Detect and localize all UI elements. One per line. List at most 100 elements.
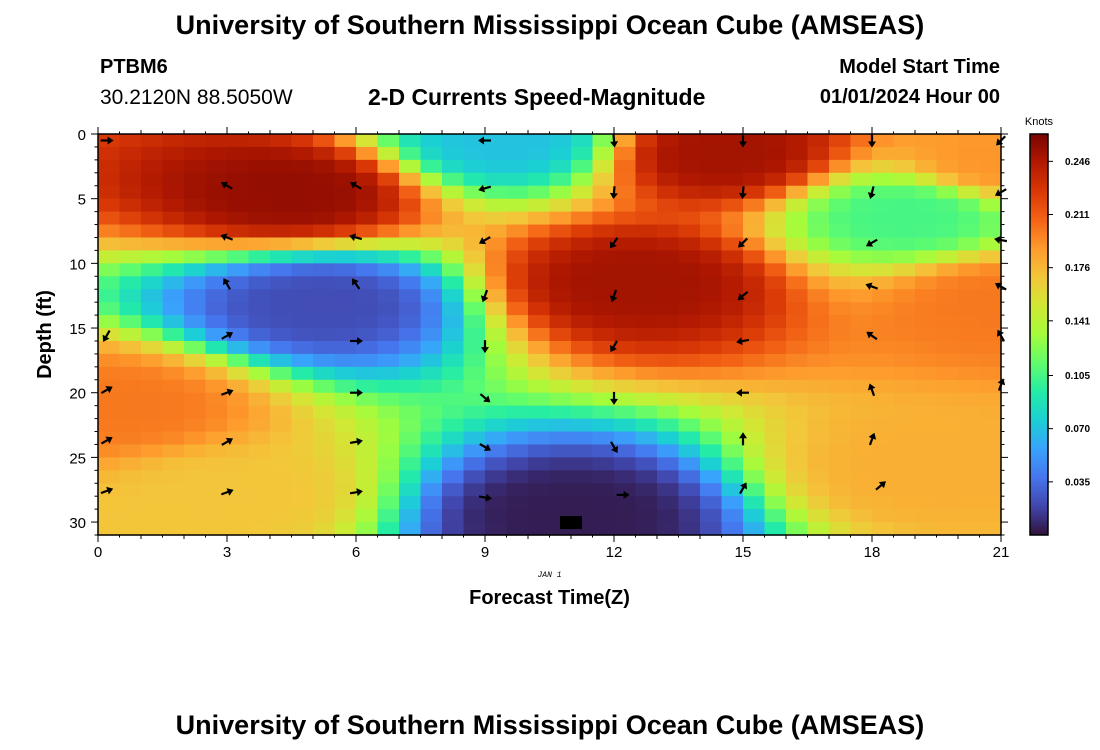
heatmap-cell: [420, 263, 443, 277]
heatmap-cell: [850, 134, 873, 148]
heatmap-cell: [420, 340, 443, 355]
current-vector: [100, 436, 113, 445]
heatmap-cell: [915, 353, 938, 368]
heatmap-cell: [979, 302, 1002, 316]
heatmap-cell: [614, 146, 637, 161]
heatmap-cell: [205, 444, 228, 458]
current-vector: [867, 383, 876, 397]
heatmap-cell: [119, 263, 142, 277]
heatmap-cell: [915, 134, 938, 148]
heatmap-cell: [377, 198, 400, 213]
heatmap-cell: [313, 185, 336, 200]
heatmap-cell: [463, 444, 486, 458]
heatmap-cell: [377, 444, 400, 458]
current-vector: [220, 488, 234, 496]
heatmap-cell: [571, 172, 594, 187]
heatmap-cell: [850, 496, 873, 510]
heatmap-cell: [657, 276, 680, 290]
heatmap-cell: [506, 392, 529, 407]
heatmap-cell: [162, 366, 185, 381]
heatmap-cell: [356, 496, 379, 510]
heatmap-cell: [786, 457, 809, 471]
heatmap-cell: [893, 405, 916, 420]
heatmap-cell: [463, 276, 486, 290]
heatmap-cell: [915, 302, 938, 316]
heatmap-cell: [807, 444, 830, 458]
heatmap-cell: [979, 366, 1002, 381]
heatmap-cell: [700, 263, 723, 277]
heatmap-cell: [420, 185, 443, 200]
heatmap-cell: [141, 522, 164, 536]
heatmap-cell: [764, 134, 787, 148]
heatmap-cell: [893, 185, 916, 200]
heatmap-cell: [549, 431, 572, 446]
heatmap-cell: [786, 509, 809, 523]
heatmap-cell: [291, 263, 314, 277]
heatmap-cell: [141, 315, 164, 329]
heatmap-cell: [592, 328, 615, 342]
heatmap-cell: [850, 470, 873, 484]
heatmap-cell: [743, 224, 766, 239]
heatmap-cell: [420, 172, 443, 187]
heatmap-cell: [334, 509, 357, 523]
heatmap-cell: [872, 366, 895, 381]
heatmap-cell: [549, 172, 572, 187]
heatmap-cell: [506, 353, 529, 368]
heatmap-cell: [571, 185, 594, 200]
heatmap-cell: [420, 289, 443, 303]
heatmap-cell: [614, 353, 637, 368]
heatmap-cell: [334, 405, 357, 420]
heatmap-cell: [958, 392, 981, 407]
heatmap-cell: [119, 185, 142, 200]
heatmap-cell: [248, 353, 271, 368]
heatmap-cell: [807, 315, 830, 329]
heatmap-cell: [958, 172, 981, 187]
heatmap-cell: [936, 315, 959, 329]
heatmap-cell: [184, 470, 207, 484]
heatmap-cell: [979, 289, 1002, 303]
heatmap-cell: [162, 340, 185, 355]
heatmap-cell: [334, 134, 357, 148]
heatmap-cell: [549, 444, 572, 458]
heatmap-cell: [313, 496, 336, 510]
heatmap-cell: [678, 185, 701, 200]
heatmap-cell: [657, 353, 680, 368]
heatmap-cell: [119, 483, 142, 497]
heatmap-cell: [549, 457, 572, 471]
heatmap-cell: [700, 172, 723, 187]
heatmap-cell: [463, 315, 486, 329]
heatmap-cell: [592, 237, 615, 252]
heatmap-cell: [979, 328, 1002, 342]
heatmap-cell: [313, 328, 336, 342]
heatmap-cell: [248, 392, 271, 407]
heatmap-cell: [657, 289, 680, 303]
heatmap-cell: [313, 211, 336, 226]
heatmap-cell: [678, 134, 701, 148]
heatmap-cell: [399, 353, 422, 368]
heatmap-cell: [485, 392, 508, 407]
heatmap-cell: [936, 444, 959, 458]
heatmap-cell: [635, 328, 658, 342]
heatmap-cell: [119, 405, 142, 420]
heatmap-cell: [764, 522, 787, 536]
heatmap-cell: [162, 276, 185, 290]
heatmap-cell: [270, 457, 293, 471]
heatmap-cell: [829, 444, 852, 458]
heatmap-cell: [549, 418, 572, 433]
heatmap-cell: [205, 263, 228, 277]
heatmap-cell: [442, 405, 465, 420]
heatmap-cell: [614, 159, 637, 174]
heatmap-cell: [657, 328, 680, 342]
heatmap-cell: [829, 470, 852, 484]
heatmap-cell: [678, 250, 701, 264]
heatmap-cell: [678, 146, 701, 161]
heatmap-cell: [850, 379, 873, 394]
heatmap-cell: [893, 379, 916, 394]
heatmap-cell: [786, 146, 809, 161]
heatmap-cell: [485, 146, 508, 161]
heatmap-cell: [141, 392, 164, 407]
heatmap-cell: [205, 146, 228, 161]
heatmap-cell: [442, 457, 465, 471]
heatmap-cell: [399, 405, 422, 420]
heatmap-cell: [592, 302, 615, 316]
